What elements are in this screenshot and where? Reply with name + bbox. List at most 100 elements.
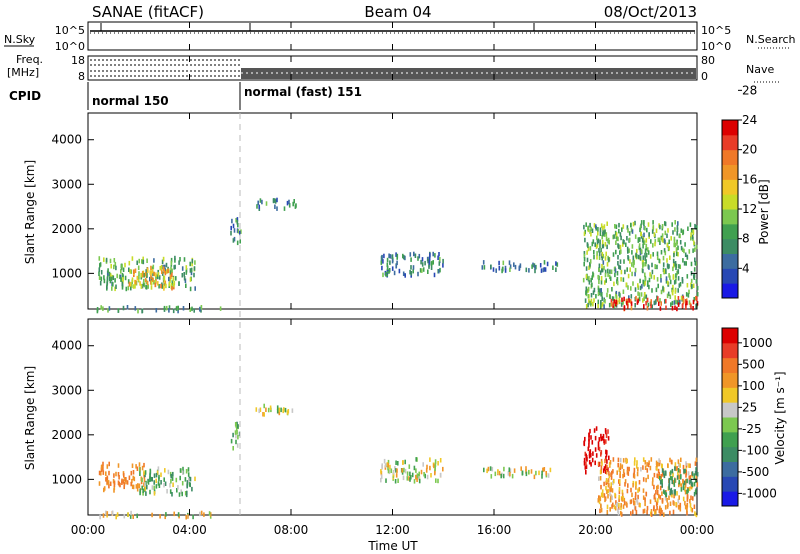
data-cell — [633, 461, 636, 466]
data-cell — [658, 493, 660, 499]
data-cell — [692, 299, 695, 305]
data-cell — [679, 233, 681, 239]
data-cell — [599, 304, 602, 309]
data-cell — [606, 509, 609, 515]
data-cell — [181, 491, 183, 497]
data-cell — [673, 482, 676, 487]
data-cell — [630, 487, 632, 493]
data-cell — [662, 262, 665, 267]
data-cell — [669, 279, 672, 285]
data-cell — [678, 462, 680, 468]
data-cell — [126, 480, 129, 485]
data-cell — [141, 283, 144, 289]
colorbar-segment — [722, 164, 738, 180]
data-cell — [618, 497, 620, 502]
data-cell — [609, 269, 611, 274]
data-cell — [691, 471, 694, 476]
data-cell — [673, 263, 675, 268]
data-cell — [176, 488, 178, 493]
data-cell — [585, 470, 587, 475]
data-cell — [661, 468, 664, 473]
data-cell — [609, 276, 612, 281]
data-cell — [623, 239, 625, 245]
colorbar-tick-label: -25 — [742, 422, 762, 436]
data-cell — [587, 294, 590, 299]
data-cell — [107, 268, 109, 273]
data-cell — [107, 480, 110, 485]
data-cell — [233, 228, 236, 233]
data-cell — [237, 424, 239, 429]
data-cell — [185, 265, 188, 270]
data-cell — [668, 239, 670, 244]
data-cell — [541, 470, 543, 476]
data-cell — [230, 225, 232, 231]
data-cell — [649, 272, 651, 277]
data-cell — [144, 277, 147, 283]
data-cell — [155, 472, 158, 478]
data-cell — [401, 468, 403, 473]
data-cell — [135, 484, 138, 489]
data-cell — [613, 266, 616, 272]
data-cell — [120, 269, 122, 274]
data-cell — [639, 503, 641, 508]
data-cell — [413, 479, 416, 484]
data-cell — [587, 446, 590, 452]
data-cell — [619, 232, 622, 237]
data-cell — [416, 473, 419, 478]
data-cell — [418, 471, 420, 477]
data-cell — [163, 284, 165, 290]
data-cell — [660, 235, 663, 241]
data-cell — [656, 505, 658, 511]
data-cell — [669, 457, 671, 463]
data-cell — [108, 470, 110, 476]
data-cell — [393, 270, 396, 276]
data-cell — [261, 199, 263, 205]
data-cell — [278, 410, 281, 416]
data-cell — [690, 236, 692, 241]
data-cell — [675, 466, 677, 472]
data-cell — [495, 268, 497, 273]
data-cell — [165, 283, 167, 289]
data-cell — [128, 267, 130, 272]
data-cell — [424, 260, 426, 266]
data-cell — [606, 504, 609, 510]
data-cell — [605, 278, 607, 283]
data-cell — [674, 289, 677, 294]
data-cell — [130, 470, 133, 476]
data-cell — [619, 471, 621, 476]
data-cell — [288, 203, 291, 208]
data-cell — [143, 478, 146, 483]
data-cell — [435, 478, 437, 483]
data-cell — [677, 459, 680, 464]
data-cell — [481, 265, 484, 270]
data-cell — [662, 286, 664, 291]
data-cell — [598, 437, 601, 442]
data-cell — [627, 483, 629, 488]
data-cell — [686, 283, 689, 288]
data-cell — [657, 462, 659, 467]
data-cell — [654, 239, 657, 244]
data-cell — [591, 241, 594, 247]
data-cell — [507, 471, 510, 476]
data-cell — [597, 231, 599, 236]
data-cell — [160, 472, 162, 477]
data-cell — [690, 228, 693, 233]
data-cell — [113, 488, 115, 493]
data-cell — [613, 478, 615, 484]
data-cell — [644, 281, 646, 286]
data-cell — [597, 227, 599, 232]
data-cell — [509, 471, 511, 477]
data-cell — [640, 231, 642, 237]
data-cell — [672, 230, 674, 235]
data-cell — [103, 487, 105, 493]
data-cell — [678, 283, 681, 288]
data-cell — [126, 305, 129, 310]
data-cell — [644, 248, 647, 253]
colorbar-tick-label: -500 — [742, 465, 769, 479]
data-cell — [623, 472, 626, 478]
data-cell — [597, 238, 600, 243]
data-cell — [639, 227, 641, 233]
data-cell — [686, 507, 688, 513]
data-cell — [632, 221, 635, 227]
data-cell — [633, 467, 636, 473]
